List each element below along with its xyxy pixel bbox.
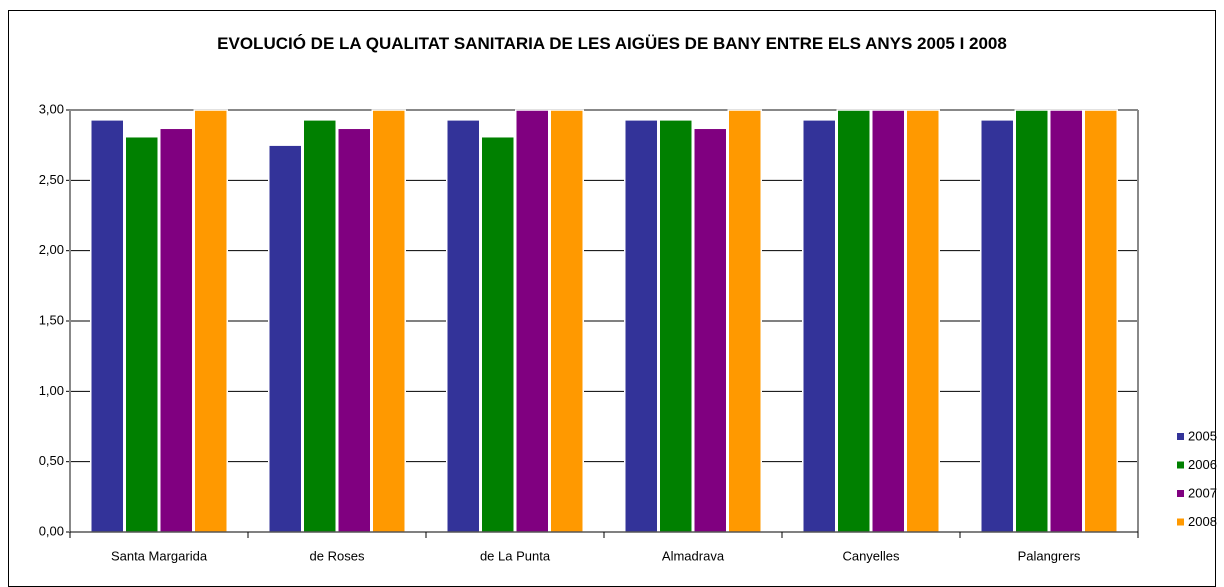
y-tick-label: 1,50 (39, 312, 64, 327)
legend-label: 2008 (1188, 514, 1217, 529)
legend-swatch (1177, 518, 1184, 526)
legend-label: 2005 (1188, 428, 1217, 443)
x-tick-label: de La Punta (480, 548, 551, 563)
bar (90, 119, 125, 533)
bar (836, 109, 871, 533)
y-tick-label: 2,00 (39, 242, 64, 257)
x-tick-label: Canyelles (842, 548, 900, 563)
legend-label: 2006 (1188, 457, 1217, 472)
bar (905, 109, 940, 533)
bar (268, 144, 303, 533)
x-tick-label: Almadrava (662, 548, 725, 563)
bar (980, 119, 1015, 533)
bar (727, 109, 762, 533)
bar (480, 135, 515, 533)
bar (624, 119, 659, 533)
y-tick-label: 1,00 (39, 383, 64, 398)
x-tick-label: Palangrers (1018, 548, 1081, 563)
bar (337, 127, 372, 533)
x-tick-label: Santa Margarida (111, 548, 208, 563)
bar (1049, 109, 1084, 533)
bar (515, 109, 550, 533)
bar (658, 119, 693, 533)
y-tick-label: 3,00 (39, 101, 64, 116)
bar (549, 109, 584, 533)
y-tick-label: 0,00 (39, 523, 64, 538)
bar (302, 119, 337, 533)
legend-swatch (1177, 433, 1184, 440)
legend-label: 2007 (1188, 485, 1217, 500)
bar (159, 127, 194, 533)
bar (693, 127, 728, 533)
legend-swatch (1177, 461, 1184, 469)
bar (446, 119, 481, 533)
legend-swatch (1177, 490, 1184, 497)
bar (802, 119, 837, 533)
bar (371, 109, 406, 533)
chart-title: EVOLUCIÓ DE LA QUALITAT SANITARIA DE LES… (217, 34, 1007, 53)
y-tick-label: 2,50 (39, 172, 64, 187)
bar (124, 135, 159, 533)
y-tick-label: 0,50 (39, 453, 64, 468)
bar (193, 109, 228, 533)
bar (1014, 109, 1049, 533)
bar (1083, 109, 1118, 533)
bar (871, 109, 906, 533)
x-tick-label: de Roses (310, 548, 365, 563)
